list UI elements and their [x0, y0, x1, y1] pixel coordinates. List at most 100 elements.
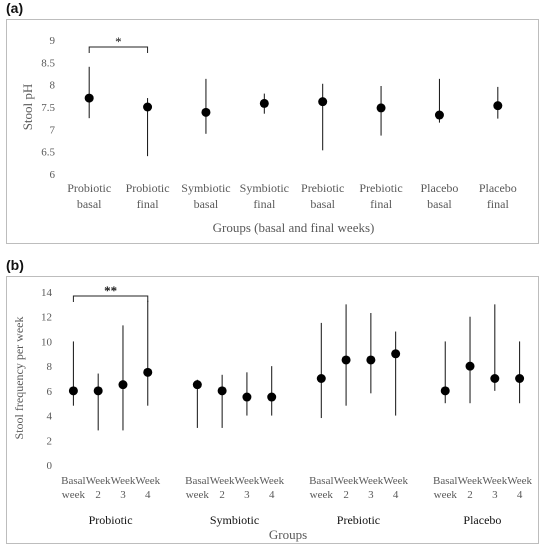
x-tick-label: 2: [467, 489, 473, 501]
data-point: [84, 93, 94, 103]
data-point: [68, 386, 78, 396]
x-tick-label: 3: [244, 489, 250, 501]
x-tick-label: final: [137, 197, 160, 211]
significance-bracket: [88, 46, 149, 53]
x-tick-label: Week: [135, 475, 160, 487]
x-tick-label: Basal: [433, 475, 457, 487]
x-tick-label: Placebo: [420, 181, 458, 195]
data-point: [391, 349, 401, 359]
significance-marker: *: [115, 34, 122, 49]
x-tick-label: 4: [269, 489, 275, 501]
x-tick-label: week: [186, 489, 210, 501]
y-tick-label: 6: [50, 169, 56, 181]
x-tick-label: Placebo: [479, 181, 517, 195]
data-point: [318, 97, 328, 107]
panel-label-a: (a): [6, 0, 24, 16]
data-point: [434, 110, 444, 120]
x-tick-label: final: [487, 197, 510, 211]
x-tick-label: Week: [334, 475, 359, 487]
x-tick-label: Week: [383, 475, 408, 487]
significance-bracket: [72, 295, 149, 302]
y-tick-label: 10: [41, 336, 53, 348]
x-axis-title: Groups (basal and final weeks): [213, 220, 375, 235]
y-tick-label: 7: [50, 124, 56, 136]
x-tick-label: 4: [393, 489, 399, 501]
x-tick-label: Week: [507, 475, 532, 487]
x-tick-label: Basal: [185, 475, 209, 487]
x-tick-label: Symbiotic: [181, 181, 230, 195]
x-tick-label: basal: [194, 197, 219, 211]
data-point: [267, 392, 277, 402]
x-tick-label: Week: [111, 475, 136, 487]
x-tick-label: basal: [310, 197, 335, 211]
chart-frame-b: [6, 276, 539, 544]
data-point: [366, 355, 376, 365]
x-tick-label: Basal: [61, 475, 85, 487]
group-label: Probiotic: [89, 513, 133, 527]
y-tick-label: 7.5: [41, 102, 55, 114]
x-tick-label: week: [310, 489, 334, 501]
group-label: Placebo: [463, 513, 501, 527]
x-tick-label: Week: [458, 475, 483, 487]
x-tick-label: final: [370, 197, 393, 211]
y-tick-label: 2: [47, 435, 53, 447]
x-tick-label: Probiotic: [67, 181, 111, 195]
y-tick-label: 4: [47, 411, 53, 423]
data-point: [242, 392, 252, 402]
data-point: [217, 386, 227, 396]
data-point: [465, 361, 475, 371]
data-point: [440, 386, 450, 396]
data-point: [376, 103, 386, 113]
x-tick-label: 2: [219, 489, 225, 501]
data-point: [515, 374, 525, 383]
significance-marker: **: [104, 283, 117, 298]
y-tick-label: 9: [50, 35, 56, 47]
x-tick-label: 2: [343, 489, 349, 501]
data-point: [341, 355, 351, 365]
x-tick-label: 3: [120, 489, 126, 501]
y-tick-label: 12: [41, 312, 52, 324]
x-tick-label: 2: [95, 489, 101, 501]
x-tick-label: Week: [482, 475, 507, 487]
x-tick-label: basal: [427, 197, 452, 211]
group-label: Prebiotic: [337, 513, 380, 527]
x-tick-label: week: [62, 489, 86, 501]
x-tick-label: 3: [492, 489, 498, 501]
panel-label-b: (b): [6, 257, 24, 273]
x-tick-label: 4: [517, 489, 523, 501]
x-tick-label: Week: [86, 475, 111, 487]
x-tick-label: week: [434, 489, 458, 501]
x-axis-title: Groups: [269, 527, 307, 542]
group-label: Symbiotic: [210, 513, 259, 527]
x-tick-label: 4: [145, 489, 151, 501]
y-tick-label: 0: [47, 460, 53, 472]
y-tick-label: 8: [50, 80, 56, 92]
y-tick-label: 14: [41, 287, 53, 299]
x-tick-label: Week: [235, 475, 260, 487]
x-tick-label: Prebiotic: [359, 181, 402, 195]
x-tick-label: 3: [368, 489, 374, 501]
x-tick-label: Prebiotic: [301, 181, 344, 195]
y-tick-label: 8.5: [41, 57, 55, 69]
data-point: [192, 380, 202, 390]
data-point: [490, 374, 500, 383]
x-tick-label: Symbiotic: [240, 181, 289, 195]
chart-frame-a: [6, 19, 539, 244]
y-tick-label: 6: [47, 386, 53, 398]
x-tick-label: Week: [210, 475, 235, 487]
data-point: [93, 386, 103, 396]
data-point: [143, 367, 153, 377]
x-tick-label: Basal: [309, 475, 333, 487]
x-tick-label: basal: [77, 197, 102, 211]
y-axis-title: Stool pH: [20, 84, 35, 131]
data-point: [143, 102, 153, 112]
y-tick-label: 6.5: [41, 147, 55, 159]
x-tick-label: Week: [259, 475, 284, 487]
x-tick-label: Week: [358, 475, 383, 487]
data-point: [118, 380, 128, 390]
y-axis-title: Stool frequency per week: [12, 317, 26, 440]
data-point: [201, 107, 211, 117]
x-tick-label: Probiotic: [126, 181, 170, 195]
data-point: [493, 101, 503, 111]
